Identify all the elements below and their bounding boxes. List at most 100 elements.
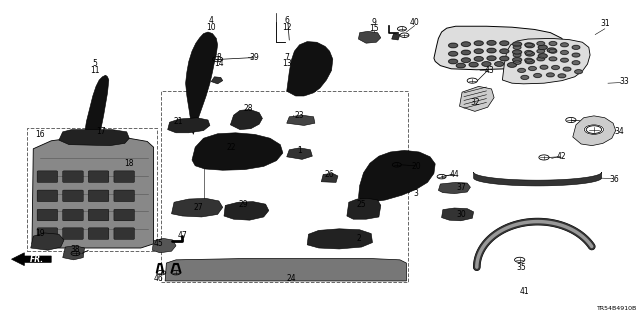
Circle shape	[482, 62, 491, 66]
Circle shape	[518, 68, 525, 72]
Text: 29: 29	[238, 200, 248, 209]
Circle shape	[572, 53, 580, 57]
Text: 40: 40	[410, 18, 420, 27]
Circle shape	[547, 48, 556, 52]
Polygon shape	[287, 115, 315, 125]
Circle shape	[513, 45, 521, 49]
Circle shape	[563, 67, 571, 71]
Circle shape	[525, 51, 532, 54]
Circle shape	[525, 59, 534, 64]
Circle shape	[469, 62, 478, 67]
FancyBboxPatch shape	[88, 171, 109, 182]
Text: 38: 38	[70, 245, 81, 254]
Circle shape	[529, 67, 536, 70]
FancyBboxPatch shape	[37, 190, 58, 202]
Text: 14: 14	[214, 60, 224, 68]
Polygon shape	[392, 34, 400, 40]
Circle shape	[584, 125, 604, 134]
Circle shape	[534, 74, 541, 77]
Circle shape	[549, 42, 557, 45]
Polygon shape	[32, 136, 154, 248]
Text: 16: 16	[35, 130, 45, 139]
Text: 13: 13	[282, 60, 292, 68]
Circle shape	[549, 57, 557, 61]
Text: 26: 26	[324, 170, 335, 179]
FancyBboxPatch shape	[63, 190, 83, 202]
Circle shape	[461, 42, 470, 46]
Polygon shape	[287, 42, 333, 96]
Polygon shape	[230, 109, 262, 130]
Text: 31: 31	[600, 20, 610, 28]
Text: 18: 18	[125, 159, 134, 168]
Circle shape	[538, 45, 547, 50]
Circle shape	[538, 54, 547, 58]
FancyBboxPatch shape	[114, 171, 134, 182]
Circle shape	[561, 51, 568, 54]
FancyBboxPatch shape	[37, 228, 58, 239]
Polygon shape	[82, 75, 109, 173]
Text: 43: 43	[484, 66, 495, 75]
FancyBboxPatch shape	[114, 228, 134, 239]
Text: 8: 8	[216, 53, 221, 62]
Text: TR54B4910B: TR54B4910B	[596, 306, 637, 311]
Polygon shape	[152, 238, 176, 253]
Circle shape	[456, 63, 465, 68]
Polygon shape	[438, 182, 470, 194]
Circle shape	[500, 56, 509, 61]
Polygon shape	[192, 133, 283, 170]
Text: 44: 44	[449, 170, 460, 179]
Polygon shape	[31, 233, 64, 250]
Text: 47: 47	[177, 231, 188, 240]
Text: 6: 6	[284, 16, 289, 25]
FancyBboxPatch shape	[63, 171, 83, 182]
Circle shape	[525, 52, 534, 56]
Circle shape	[575, 70, 582, 74]
Circle shape	[474, 41, 483, 45]
Circle shape	[537, 49, 545, 53]
Polygon shape	[211, 77, 223, 84]
Circle shape	[561, 58, 568, 62]
Text: 12: 12	[282, 23, 291, 32]
Text: 7: 7	[284, 53, 289, 62]
Text: 30: 30	[456, 210, 466, 219]
FancyBboxPatch shape	[114, 190, 134, 202]
Text: FR.: FR.	[30, 255, 44, 264]
Text: 4: 4	[209, 16, 214, 25]
Polygon shape	[358, 150, 435, 202]
Circle shape	[487, 56, 496, 60]
Circle shape	[513, 53, 521, 57]
Circle shape	[540, 65, 548, 69]
Polygon shape	[186, 32, 218, 134]
Polygon shape	[460, 86, 494, 111]
FancyBboxPatch shape	[88, 209, 109, 221]
Text: 19: 19	[35, 229, 45, 238]
Circle shape	[487, 41, 496, 45]
Text: 3: 3	[413, 189, 419, 198]
Circle shape	[474, 57, 483, 61]
Text: 1: 1	[297, 146, 302, 155]
Polygon shape	[573, 116, 616, 146]
Bar	[161, 91, 408, 282]
Circle shape	[558, 74, 566, 78]
Text: 34: 34	[614, 127, 625, 136]
Circle shape	[547, 73, 554, 77]
Text: 35: 35	[516, 263, 527, 272]
FancyBboxPatch shape	[88, 190, 109, 202]
Polygon shape	[307, 229, 372, 249]
Polygon shape	[321, 173, 338, 182]
Polygon shape	[502, 38, 590, 84]
Circle shape	[561, 43, 568, 47]
Circle shape	[525, 43, 532, 47]
Circle shape	[500, 41, 509, 45]
FancyBboxPatch shape	[63, 209, 83, 221]
Circle shape	[537, 57, 545, 61]
Circle shape	[487, 48, 496, 53]
Text: 25: 25	[356, 200, 367, 209]
Polygon shape	[63, 246, 84, 260]
Polygon shape	[172, 198, 223, 217]
Polygon shape	[347, 198, 381, 219]
Text: 39: 39	[250, 53, 260, 62]
Text: 45: 45	[154, 239, 164, 248]
Circle shape	[525, 43, 534, 48]
Text: 28: 28	[244, 104, 253, 113]
